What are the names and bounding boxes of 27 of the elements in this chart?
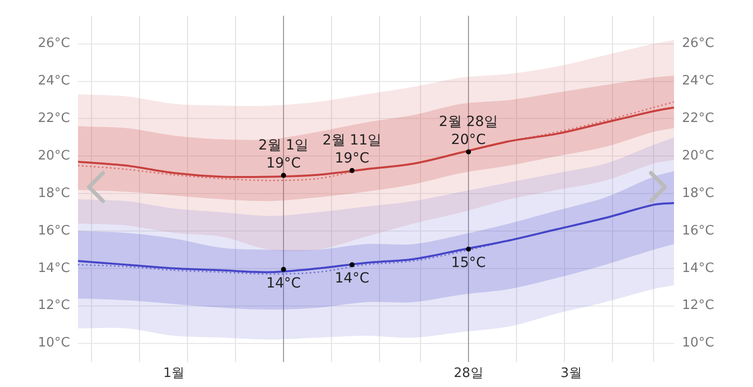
annotation: 14°C	[334, 270, 370, 287]
y-tick-label: 12°C	[38, 298, 70, 314]
y-tick-label: 10°C	[38, 336, 70, 351]
y-tick-label: 16°C	[38, 223, 70, 238]
y2-tick-label: 12°C	[682, 298, 714, 314]
y-tick-label: 26°C	[38, 36, 70, 52]
y-tick-label: 22°C	[38, 111, 70, 126]
y-tick-label: 18°C	[38, 186, 70, 201]
annotation: 14°C	[266, 275, 302, 292]
y-tick-label: 14°C	[38, 260, 70, 276]
annotation: 2월 11일 19°C	[322, 132, 382, 167]
y2-tick-label: 10°C	[682, 336, 714, 351]
x-tick-label: 3월	[560, 366, 582, 382]
y-tick-label: 20°C	[38, 148, 70, 164]
y-tick-label: 24°C	[38, 74, 70, 89]
y2-tick-label: 24°C	[682, 74, 714, 89]
x-tick-label: 28일	[454, 366, 484, 382]
y2-tick-label: 14°C	[682, 260, 714, 276]
y2-tick-label: 18°C	[682, 186, 714, 201]
y2-tick-label: 20°C	[682, 148, 714, 164]
annotation: 2월 28일 20°C	[438, 114, 498, 148]
y2-tick-label: 16°C	[682, 223, 714, 238]
annotation: 2월 1일 19°C	[258, 137, 309, 172]
annotation: 15°C	[451, 255, 486, 272]
y2-tick-label: 22°C	[682, 111, 714, 126]
y2-tick-label: 26°C	[682, 36, 714, 52]
x-tick-label: 1월	[163, 366, 185, 382]
